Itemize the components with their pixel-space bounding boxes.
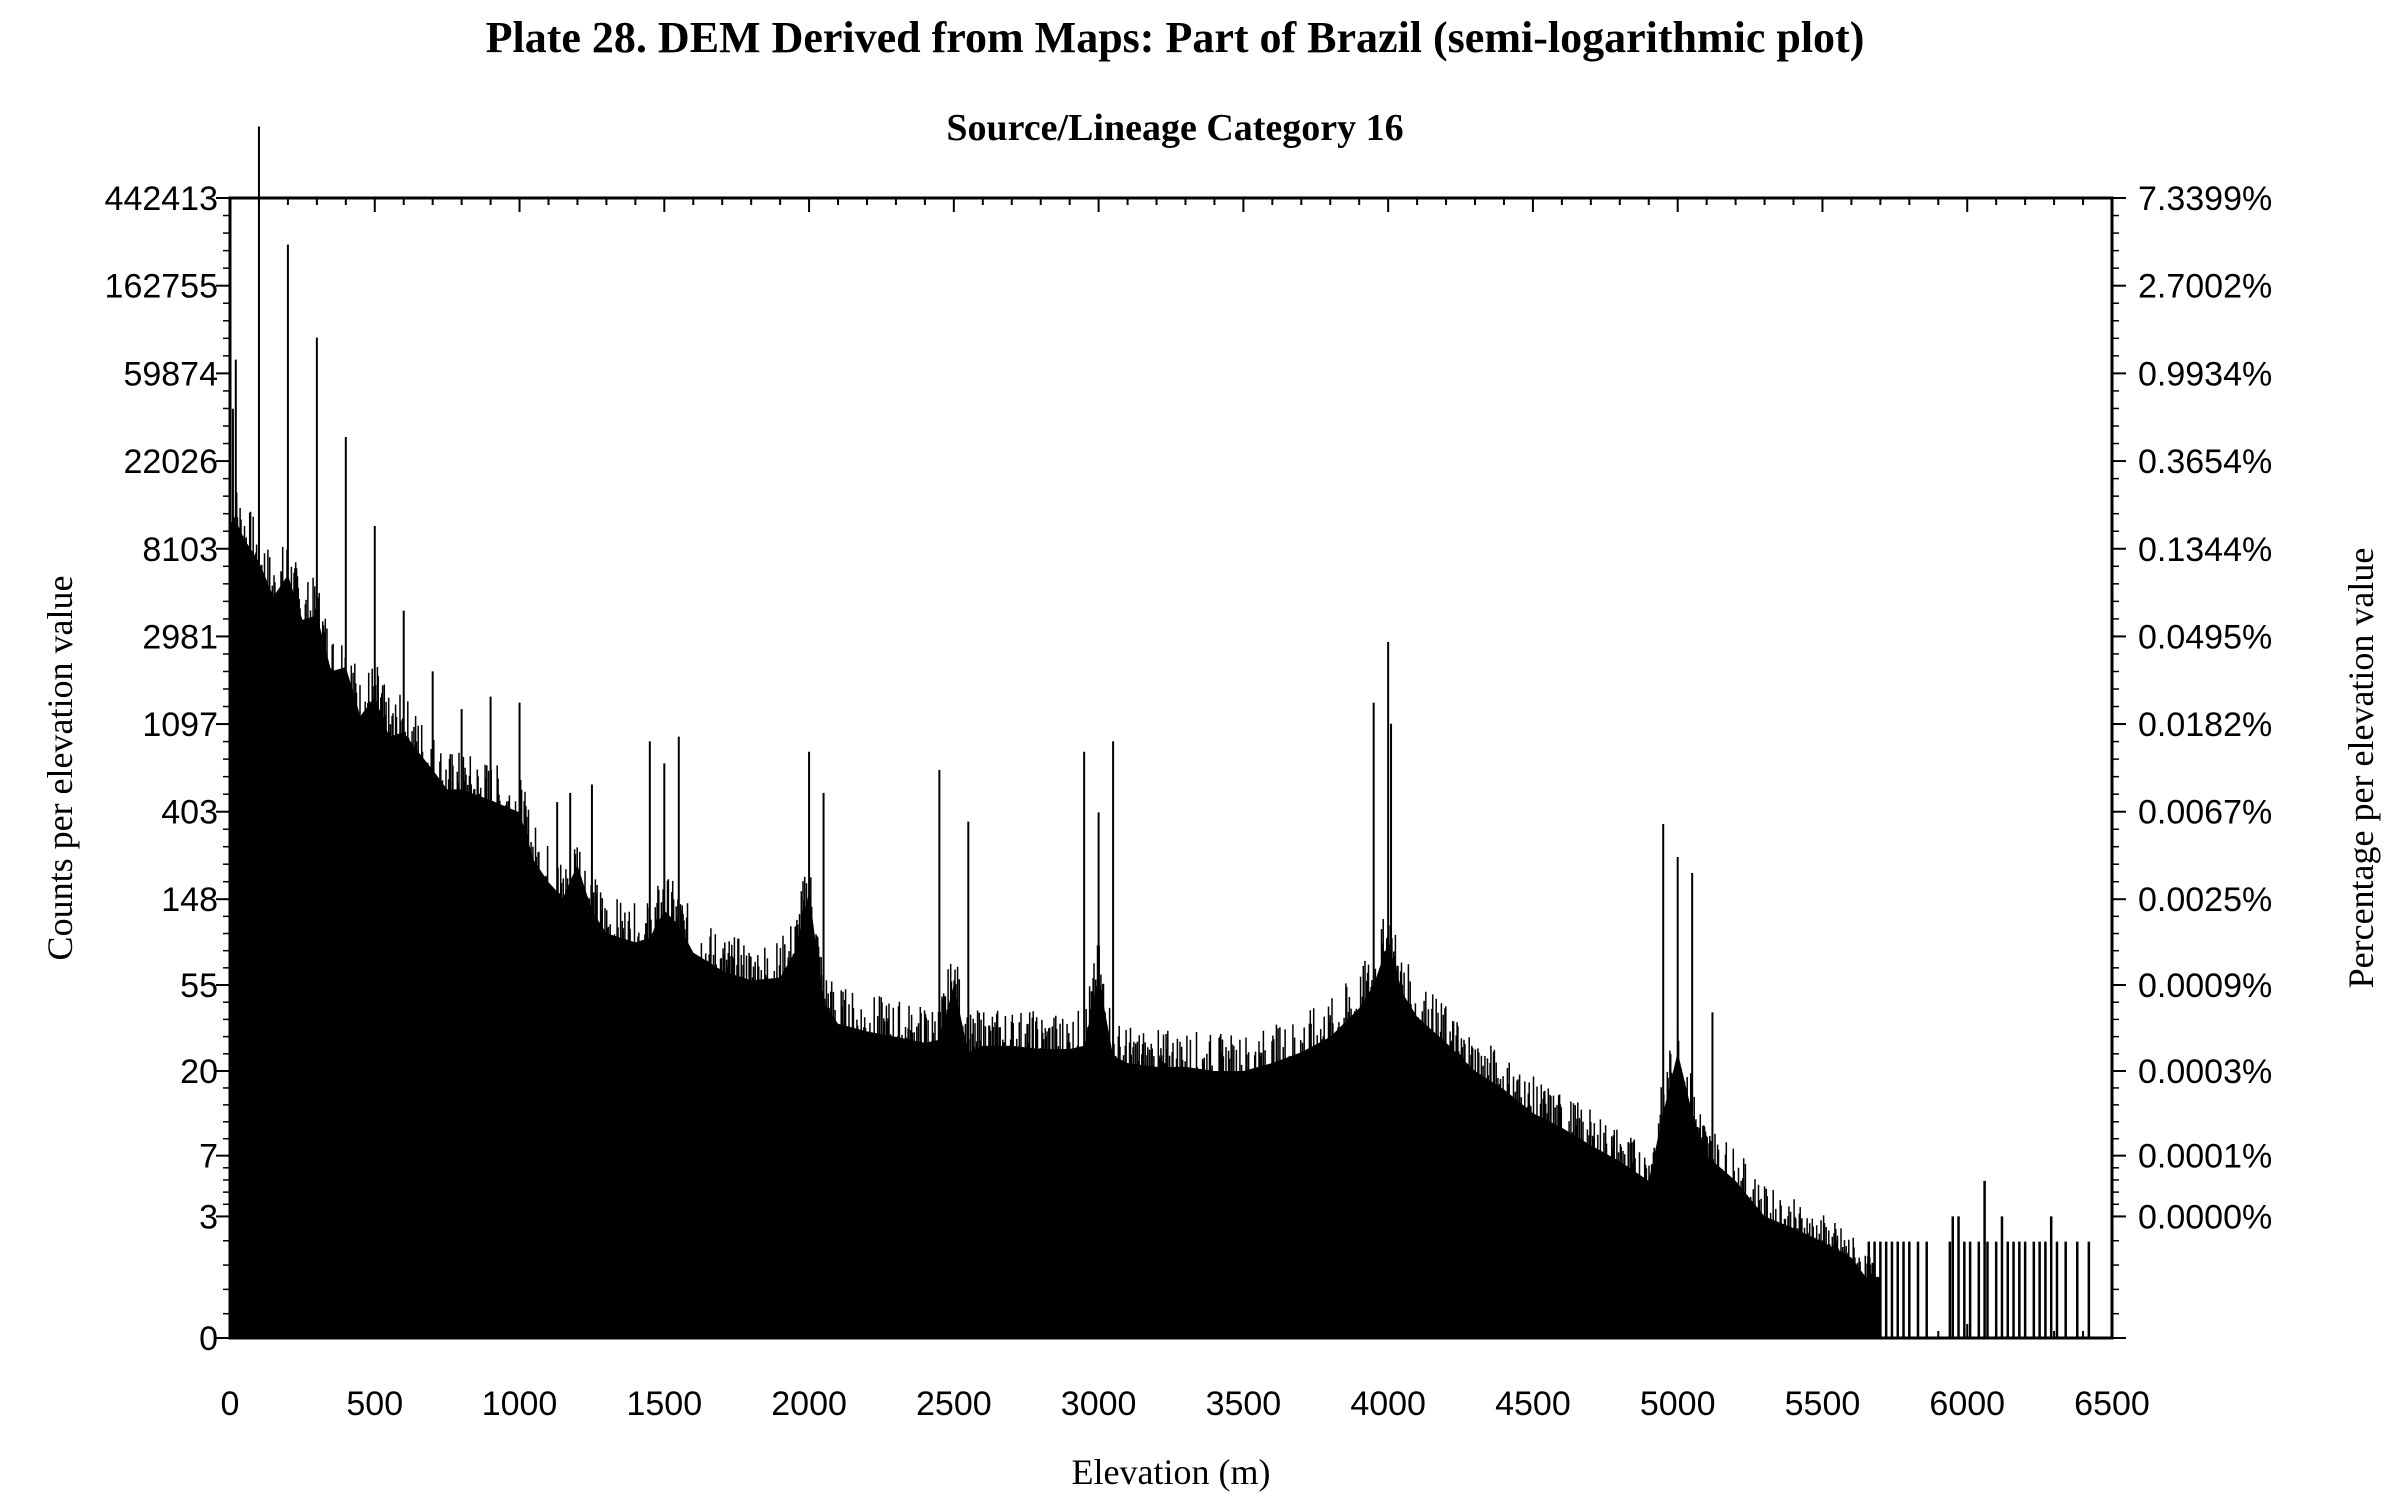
y-tick-label-right: 0.0003% — [2138, 1053, 2272, 1091]
y-tick-label-right: 0.1344% — [2138, 531, 2272, 569]
x-tick-label: 2000 — [771, 1385, 847, 1423]
y-tick-label-right: 0.0000% — [2138, 1198, 2272, 1236]
x-tick-label: 1500 — [626, 1385, 702, 1423]
x-tick-label: 0 — [221, 1385, 240, 1423]
y-tick-labels: 0 3 7 20 55 148 403 1097 2981 8103 22026 59874 16275… — [105, 180, 218, 1358]
y-tick-label: 59874 — [123, 355, 218, 393]
y-tick-label: 20 — [180, 1053, 218, 1091]
x-tick-label: 5000 — [1640, 1385, 1716, 1423]
y-tick-label-right: 0.0001% — [2138, 1138, 2272, 1176]
y-tick-label-right: 0.0182% — [2138, 706, 2272, 744]
y-tick-label-right: 0.3654% — [2138, 443, 2272, 481]
y-tick-label: 22026 — [123, 443, 218, 481]
y-tick-label: 3 — [199, 1198, 218, 1236]
x-axis-label: Elevation (m) — [1072, 1452, 1271, 1492]
histogram-bars — [229, 126, 2091, 1338]
y-tick-label: 2981 — [142, 618, 218, 656]
x-tick-label: 4500 — [1495, 1385, 1571, 1423]
chart-title: Plate 28. DEM Derived from Maps: Part of… — [486, 13, 1865, 62]
x-tick-label: 4000 — [1350, 1385, 1426, 1423]
y-tick-label-right: 2.7002% — [2138, 268, 2272, 306]
plot-frame — [228, 196, 2114, 1340]
y-tick-label: 55 — [180, 967, 218, 1005]
histogram-noise — [229, 492, 1881, 1338]
y-tick-label: 0 — [199, 1320, 218, 1358]
y-tick-label: 442413 — [105, 180, 218, 218]
y-axis-label-left: Counts per elevation value — [40, 576, 80, 961]
y-tick-label-right: 0.0025% — [2138, 881, 2272, 919]
y-tick-label: 7 — [199, 1138, 218, 1176]
y-tick-label: 403 — [161, 794, 218, 832]
x-tick-label: 5500 — [1785, 1385, 1861, 1423]
x-tick-label: 1000 — [482, 1385, 558, 1423]
y-tick-label-right: 0.9934% — [2138, 355, 2272, 393]
x-tick-label: 3500 — [1206, 1385, 1282, 1423]
y-tick-label-right: 0.0009% — [2138, 967, 2272, 1005]
chart-subtitle: Source/Lineage Category 16 — [946, 107, 1403, 149]
y-tick-label: 1097 — [142, 706, 218, 744]
y-tick-labels-right: 0.0000% 0.0001% 0.0003% 0.0009% 0.0025% 0.006… — [2138, 180, 2272, 1236]
x-tick-label: 6000 — [1929, 1385, 2005, 1423]
y-tick-label-right: 0.0067% — [2138, 794, 2272, 832]
y-tick-label: 148 — [161, 881, 218, 919]
x-tick-label: 6500 — [2074, 1385, 2150, 1423]
y-axis-label-right: Percentage per elevation value — [2341, 548, 2381, 989]
y-tick-label-right: 7.3399% — [2138, 180, 2272, 218]
y-tick-label-right: 0.0495% — [2138, 618, 2272, 656]
x-tick-labels: 0 500 1000 1500 2000 2500 3000 3500 4000 4500 5000… — [221, 1385, 2150, 1423]
y-tick-label: 8103 — [142, 531, 218, 569]
y-tick-label: 162755 — [105, 268, 218, 306]
x-tick-label: 500 — [346, 1385, 403, 1423]
x-tick-label: 3000 — [1061, 1385, 1137, 1423]
x-tick-label: 2500 — [916, 1385, 992, 1423]
